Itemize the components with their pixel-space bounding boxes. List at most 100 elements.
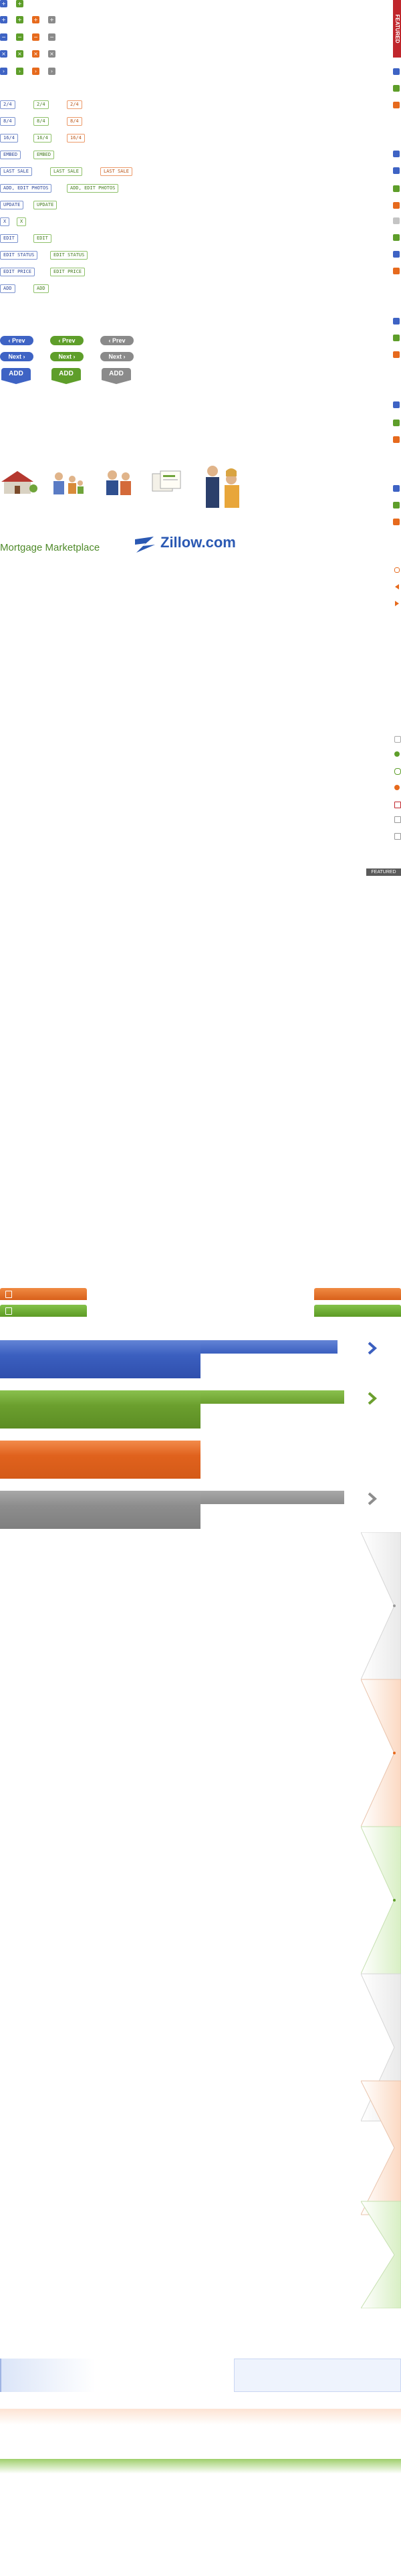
blue-icon: [393, 401, 400, 408]
gray-square-icon: ›: [48, 68, 55, 75]
light-orange-panel-strip: [234, 2409, 401, 2425]
featured-ribbon-label: FEATURED: [394, 14, 400, 43]
family-illustration: [53, 472, 84, 494]
orange-icon: [393, 351, 400, 358]
green-icon: [393, 234, 400, 241]
light-blue-panel: [0, 2359, 235, 2392]
tag-orange: LAST SALE: [100, 167, 132, 176]
orange-icon: [393, 102, 400, 108]
zillow-z-icon: [135, 537, 155, 553]
arrow-side-strips: [361, 1532, 401, 2308]
gray-icon: [393, 217, 400, 224]
green-tab-bar: [0, 1305, 87, 1317]
next-button[interactable]: Next ›: [100, 352, 134, 361]
check-icon: [394, 768, 401, 775]
green-panel: [0, 1390, 200, 1429]
gray-icon: [394, 833, 401, 840]
tag-blue: UPDATE: [0, 201, 24, 209]
zillow-wordmark: Zillow.com: [160, 534, 236, 551]
tag-orange: 8/4: [67, 117, 82, 126]
tag-green: EDIT: [33, 234, 51, 243]
light-orange-panel: [0, 2409, 234, 2425]
red-icon: [394, 802, 401, 808]
tag-green: UPDATE: [33, 201, 57, 209]
gray-square-icon: ×: [48, 50, 55, 58]
featured-ribbon: FEATURED: [393, 0, 401, 58]
add-button[interactable]: ADD: [102, 368, 131, 384]
light-green-panel-strip: [234, 2459, 401, 2474]
add-label: ADD: [109, 370, 124, 377]
blue-square-icon: +: [0, 0, 7, 7]
tag-green: EDIT STATUS: [50, 251, 88, 260]
tag-orange: 2/4: [67, 100, 82, 109]
tag-green: ADD, EDIT PHOTOS: [67, 184, 119, 193]
tag-blue: EDIT PRICE: [0, 268, 35, 276]
prev-label: Prev: [112, 337, 126, 344]
blue-square-icon: −: [0, 33, 7, 41]
blue-icon: [393, 167, 400, 174]
prev-button[interactable]: ‹ Prev: [100, 336, 134, 345]
green-panel-strip: [200, 1390, 344, 1404]
gray-panel: [0, 1491, 200, 1529]
orange-tab-bar: [314, 1288, 401, 1300]
blue-icon: [393, 151, 400, 157]
green-icon: [393, 502, 400, 509]
tag-blue: 8/4: [0, 117, 15, 126]
next-button[interactable]: Next ›: [50, 352, 84, 361]
person-icon: [394, 751, 400, 757]
blue-square-icon: ×: [0, 50, 7, 58]
chevron-right-icon: [368, 1342, 378, 1355]
orange-icon: [393, 436, 400, 443]
blue-panel-strip: [200, 1340, 338, 1354]
prev-button[interactable]: ‹ Prev: [0, 336, 33, 345]
add-label: ADD: [59, 370, 74, 377]
tag-green: LAST SALE: [50, 167, 82, 176]
orange-icon: [393, 268, 400, 274]
featured-badge: FEATURED: [366, 868, 401, 876]
green-icon: [393, 335, 400, 341]
house-illustration: [1, 471, 37, 494]
next-label: Next: [58, 353, 72, 360]
mortgage-marketplace-logo: Mortgage Marketplace: [0, 542, 100, 553]
agents-illustration: [206, 466, 239, 508]
orange-icon: [393, 519, 400, 525]
blue-icon: [393, 318, 400, 325]
prev-label: Prev: [11, 337, 25, 344]
prev-button[interactable]: ‹ Prev: [50, 336, 84, 345]
alert-icon: [394, 785, 400, 790]
tag-green: 2/4: [33, 100, 49, 109]
next-button[interactable]: Next ›: [0, 352, 33, 361]
blue-square-icon: ›: [0, 68, 7, 75]
green-tab-bar: [314, 1305, 401, 1317]
gray-square-icon: −: [48, 33, 55, 41]
tag-blue: EDIT: [0, 234, 18, 243]
blue-icon: [393, 251, 400, 258]
green-icon: [393, 420, 400, 426]
tag-blue: 16/4: [0, 134, 18, 143]
green-icon: [393, 185, 400, 192]
gray-square-icon: +: [48, 16, 55, 23]
tag-blue: EMBED: [0, 151, 21, 159]
green-icon: [393, 85, 400, 92]
tag-orange: 16/4: [67, 134, 85, 143]
orange-panel: [0, 1441, 200, 1479]
orange-square-icon: −: [32, 33, 39, 41]
green-square-icon: ×: [16, 50, 23, 58]
tag-green: EDIT PRICE: [50, 268, 86, 276]
orange-ring-icon: [394, 567, 400, 573]
orange-arrow-icon: [395, 601, 399, 606]
add-button[interactable]: ADD: [51, 368, 81, 384]
chevron-right-icon: [368, 1492, 378, 1505]
tag-green: EMBED: [33, 151, 55, 159]
green-square-icon: +: [16, 0, 23, 7]
blue-panel: [0, 1340, 200, 1378]
tag-green: 8/4: [33, 117, 49, 126]
tag-blue: ADD, EDIT PHOTOS: [0, 184, 52, 193]
tag-green: 16/4: [33, 134, 51, 143]
couple-illustration: [106, 470, 131, 495]
gray-icon: [394, 816, 401, 823]
documents-illustration: [152, 470, 181, 492]
add-button[interactable]: ADD: [1, 368, 31, 384]
orange-icon: [393, 202, 400, 209]
tag-green: X: [17, 217, 27, 226]
